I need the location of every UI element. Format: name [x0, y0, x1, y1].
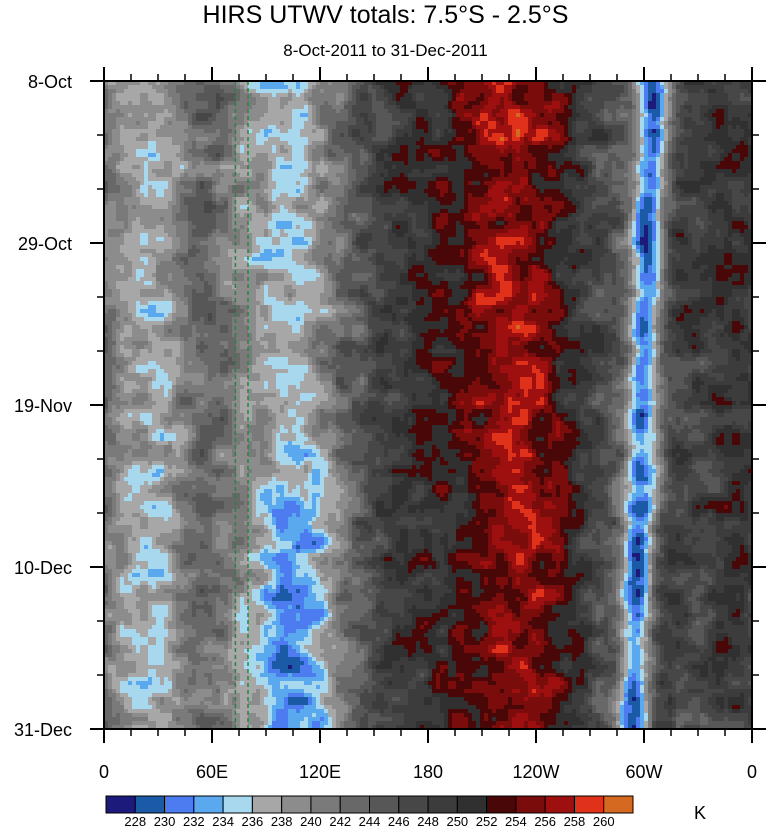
colorbar-level-label: 232 — [183, 814, 205, 829]
colorbar-level-label: 228 — [124, 814, 146, 829]
colorbar-level-label: 250 — [446, 814, 468, 829]
colorbar-level-label: 238 — [271, 814, 293, 829]
colorbar-swatch — [398, 795, 429, 814]
colorbar-swatch — [369, 795, 400, 814]
colorbar-level-label: 258 — [564, 814, 586, 829]
chart-subtitle: 8-Oct-2011 to 31-Dec-2011 — [0, 40, 771, 62]
colorbar-level-label: 244 — [359, 814, 381, 829]
colorbar-level-label: 234 — [212, 814, 234, 829]
colorbar-unit-label: K — [694, 803, 706, 823]
colorbar-level-label: 242 — [329, 814, 351, 829]
colorbar-level-label: 236 — [242, 814, 264, 829]
colorbar-level-label: 240 — [300, 814, 322, 829]
colorbar-swatch — [339, 795, 371, 814]
heatmap-field — [104, 81, 752, 729]
colorbar-swatch — [105, 795, 136, 814]
colorbar-level-label: 248 — [417, 814, 439, 829]
colorbar-swatch — [251, 795, 283, 814]
x-tick-label: 180 — [413, 762, 443, 782]
y-tick-label: 29-Oct — [18, 234, 72, 254]
colorbar-level-label: 252 — [476, 814, 498, 829]
colorbar-swatch — [544, 795, 575, 814]
y-tick-label: 31-Dec — [14, 720, 72, 740]
colorbar-swatch — [603, 795, 634, 814]
axes: 0 60E 120E 180 120W 60W 0 8-Oct 29-Oct 19-Nov 10-D… — [14, 67, 766, 782]
colorbar-swatch — [573, 795, 605, 814]
colorbar-swatch — [193, 795, 224, 814]
x-tick-label: 60W — [625, 762, 662, 782]
x-tick-label: 120W — [512, 762, 559, 782]
colorbar-swatch — [515, 795, 546, 814]
x-tick-label: 0 — [99, 762, 109, 782]
colorbar-swatch — [456, 795, 488, 814]
reference-lines — [234, 81, 249, 729]
x-tick-label: 60E — [196, 762, 228, 782]
y-tick-label: 19-Nov — [14, 396, 72, 416]
colorbar-level-label: 260 — [593, 814, 615, 829]
x-tick-label: 120E — [299, 762, 341, 782]
colorbar-level-label: 256 — [534, 814, 556, 829]
colorbar: 228 230 232 234 236 238 240 242 244 246 248 250 252 2… — [105, 795, 634, 829]
colorbar-swatch — [281, 795, 312, 814]
chart-title: HIRS UTWV totals: 7.5°S - 2.5°S — [0, 0, 771, 30]
colorbar-level-label: 246 — [388, 814, 410, 829]
colorbar-swatch — [164, 795, 195, 814]
colorbar-level-label: 230 — [154, 814, 176, 829]
y-tick-label: 8-Oct — [28, 72, 72, 92]
colorbar-swatch — [486, 795, 517, 814]
colorbar-level-label: 254 — [505, 814, 527, 829]
colorbar-swatch — [310, 795, 341, 814]
x-tick-label: 0 — [747, 762, 757, 782]
colorbar-swatch — [427, 795, 458, 814]
colorbar-swatch — [222, 795, 253, 814]
colorbar-swatch — [134, 795, 166, 814]
y-tick-label: 10-Dec — [14, 558, 72, 578]
